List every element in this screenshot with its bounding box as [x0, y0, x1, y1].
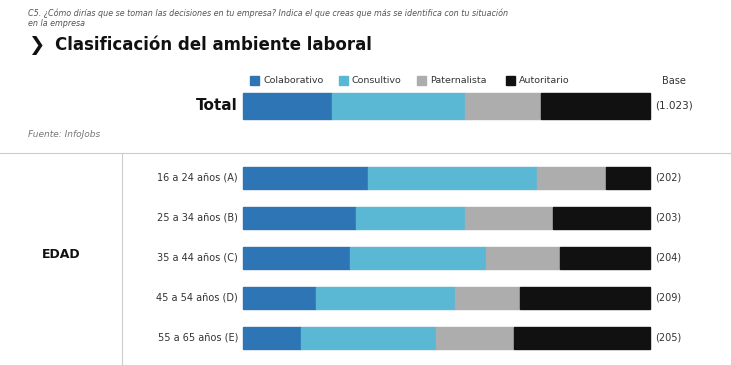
Text: (203): (203)	[655, 213, 681, 223]
Bar	[243, 207, 356, 229]
Text: 33%: 33%	[357, 333, 380, 343]
Text: Autoritario: Autoritario	[519, 76, 569, 85]
Bar	[465, 207, 553, 229]
Text: (1.023): (1.023)	[655, 101, 693, 111]
Text: 27%: 27%	[583, 101, 609, 111]
Bar	[368, 167, 537, 189]
Text: Consultivo: Consultivo	[352, 76, 402, 85]
Text: ❯: ❯	[28, 36, 45, 55]
Bar	[537, 167, 606, 189]
Bar	[243, 287, 317, 309]
Bar	[465, 93, 541, 119]
Text: (204): (204)	[655, 253, 681, 263]
Text: Base: Base	[662, 76, 686, 85]
Bar	[350, 247, 485, 269]
Bar	[243, 167, 368, 189]
Text: 18%: 18%	[268, 293, 292, 303]
Bar	[506, 76, 515, 85]
Text: 19%: 19%	[463, 333, 487, 343]
Bar	[243, 247, 350, 269]
Bar	[559, 247, 650, 269]
Bar	[339, 76, 348, 85]
Text: 19%: 19%	[490, 101, 516, 111]
Bar	[300, 327, 436, 349]
Text: 24%: 24%	[590, 213, 613, 223]
Bar	[436, 327, 515, 349]
Text: 55 a 65 años (E): 55 a 65 años (E)	[158, 333, 238, 343]
Text: 32%: 32%	[573, 293, 596, 303]
Text: (209): (209)	[655, 293, 681, 303]
Bar	[332, 93, 465, 119]
Text: 45 a 54 años (D): 45 a 54 años (D)	[156, 293, 238, 303]
Text: Clasificación del ambiente laboral: Clasificación del ambiente laboral	[55, 36, 372, 54]
Text: 16%: 16%	[476, 293, 499, 303]
Text: 26% DE: 26% DE	[276, 253, 317, 263]
Text: 31% DE: 31% DE	[285, 173, 326, 183]
Bar	[553, 207, 650, 229]
Text: 14%: 14%	[260, 333, 284, 343]
Text: Fuente: InfoJobs: Fuente: InfoJobs	[28, 130, 100, 139]
Text: 22%: 22%	[274, 101, 300, 111]
Bar	[485, 247, 559, 269]
Text: 22%: 22%	[593, 253, 616, 263]
Text: 28% DE: 28% DE	[279, 213, 320, 223]
Bar	[541, 93, 650, 119]
Text: Paternalista: Paternalista	[430, 76, 487, 85]
Text: C5. ¿Cómo dirías que se toman las decisiones en tu empresa? Indica el que creas : C5. ¿Cómo dirías que se toman las decisi…	[28, 8, 508, 28]
Text: 22%: 22%	[497, 213, 520, 223]
Text: 25 a 34 años (B): 25 a 34 años (B)	[157, 213, 238, 223]
Text: 17%: 17%	[560, 173, 583, 183]
Bar	[356, 207, 465, 229]
Text: 33%: 33%	[406, 253, 429, 263]
Text: Total: Total	[196, 99, 238, 114]
Bar	[606, 167, 650, 189]
Bar	[243, 327, 300, 349]
Bar	[515, 327, 650, 349]
Text: (202): (202)	[655, 173, 681, 183]
Text: 27%: 27%	[398, 213, 422, 223]
Bar	[520, 287, 650, 309]
Bar	[417, 76, 426, 85]
Text: 11%: 11%	[616, 173, 640, 183]
Text: 34%: 34%	[374, 293, 397, 303]
Text: (205): (205)	[655, 333, 681, 343]
Bar	[250, 76, 259, 85]
Bar	[455, 287, 520, 309]
Text: 16 a 24 años (A): 16 a 24 años (A)	[157, 173, 238, 183]
Text: 33%: 33%	[385, 101, 412, 111]
Text: 33%: 33%	[570, 333, 594, 343]
Text: EDAD: EDAD	[42, 249, 80, 261]
Text: 42% B: 42% B	[436, 173, 469, 183]
Bar	[243, 93, 332, 119]
Bar	[317, 287, 455, 309]
Text: 18%: 18%	[511, 253, 534, 263]
Text: Colaborativo: Colaborativo	[263, 76, 323, 85]
Text: 35 a 44 años (C): 35 a 44 años (C)	[157, 253, 238, 263]
